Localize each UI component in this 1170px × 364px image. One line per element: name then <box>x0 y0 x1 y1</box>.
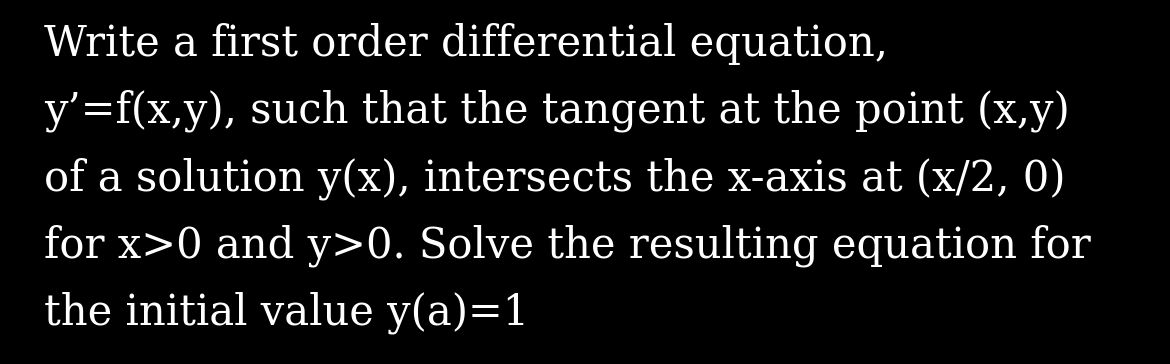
Text: for x>0 and y>0. Solve the resulting equation for: for x>0 and y>0. Solve the resulting equ… <box>44 225 1092 267</box>
Text: Write a first order differential equation,: Write a first order differential equatio… <box>44 23 888 65</box>
Text: of a solution y(x), intersects the x-axis at (x/2, 0): of a solution y(x), intersects the x-axi… <box>44 157 1066 199</box>
Text: the initial value y(a)=1: the initial value y(a)=1 <box>44 292 530 334</box>
Text: y’=f(x,y), such that the tangent at the point (x,y): y’=f(x,y), such that the tangent at the … <box>44 90 1071 132</box>
